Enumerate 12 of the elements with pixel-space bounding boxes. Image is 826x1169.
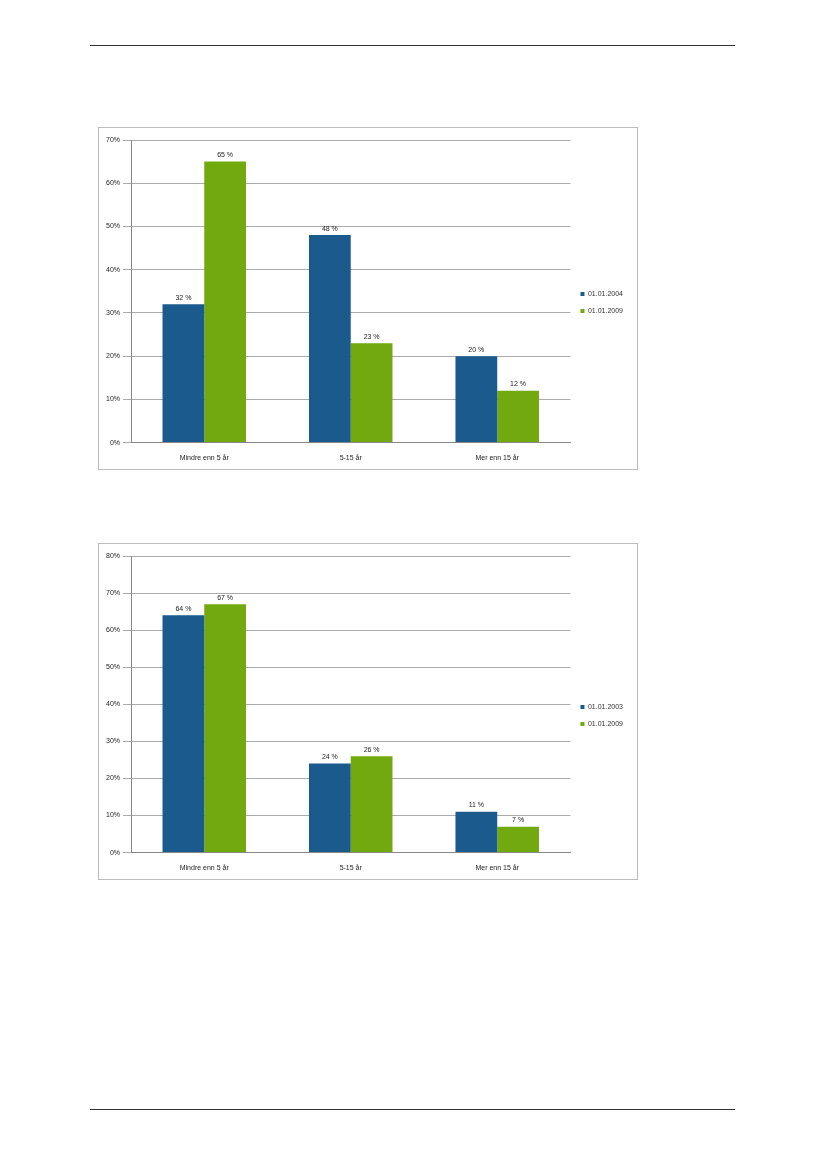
- bar: [308, 235, 351, 443]
- bar: [497, 390, 539, 443]
- bar: [350, 343, 393, 443]
- bar: [455, 811, 498, 853]
- bar: [497, 826, 539, 853]
- bar: [204, 604, 246, 853]
- bar: [162, 615, 205, 853]
- bar: [455, 356, 498, 443]
- bar: [204, 161, 246, 443]
- bar: [308, 763, 351, 853]
- bar: [350, 756, 393, 853]
- bar: [162, 304, 205, 443]
